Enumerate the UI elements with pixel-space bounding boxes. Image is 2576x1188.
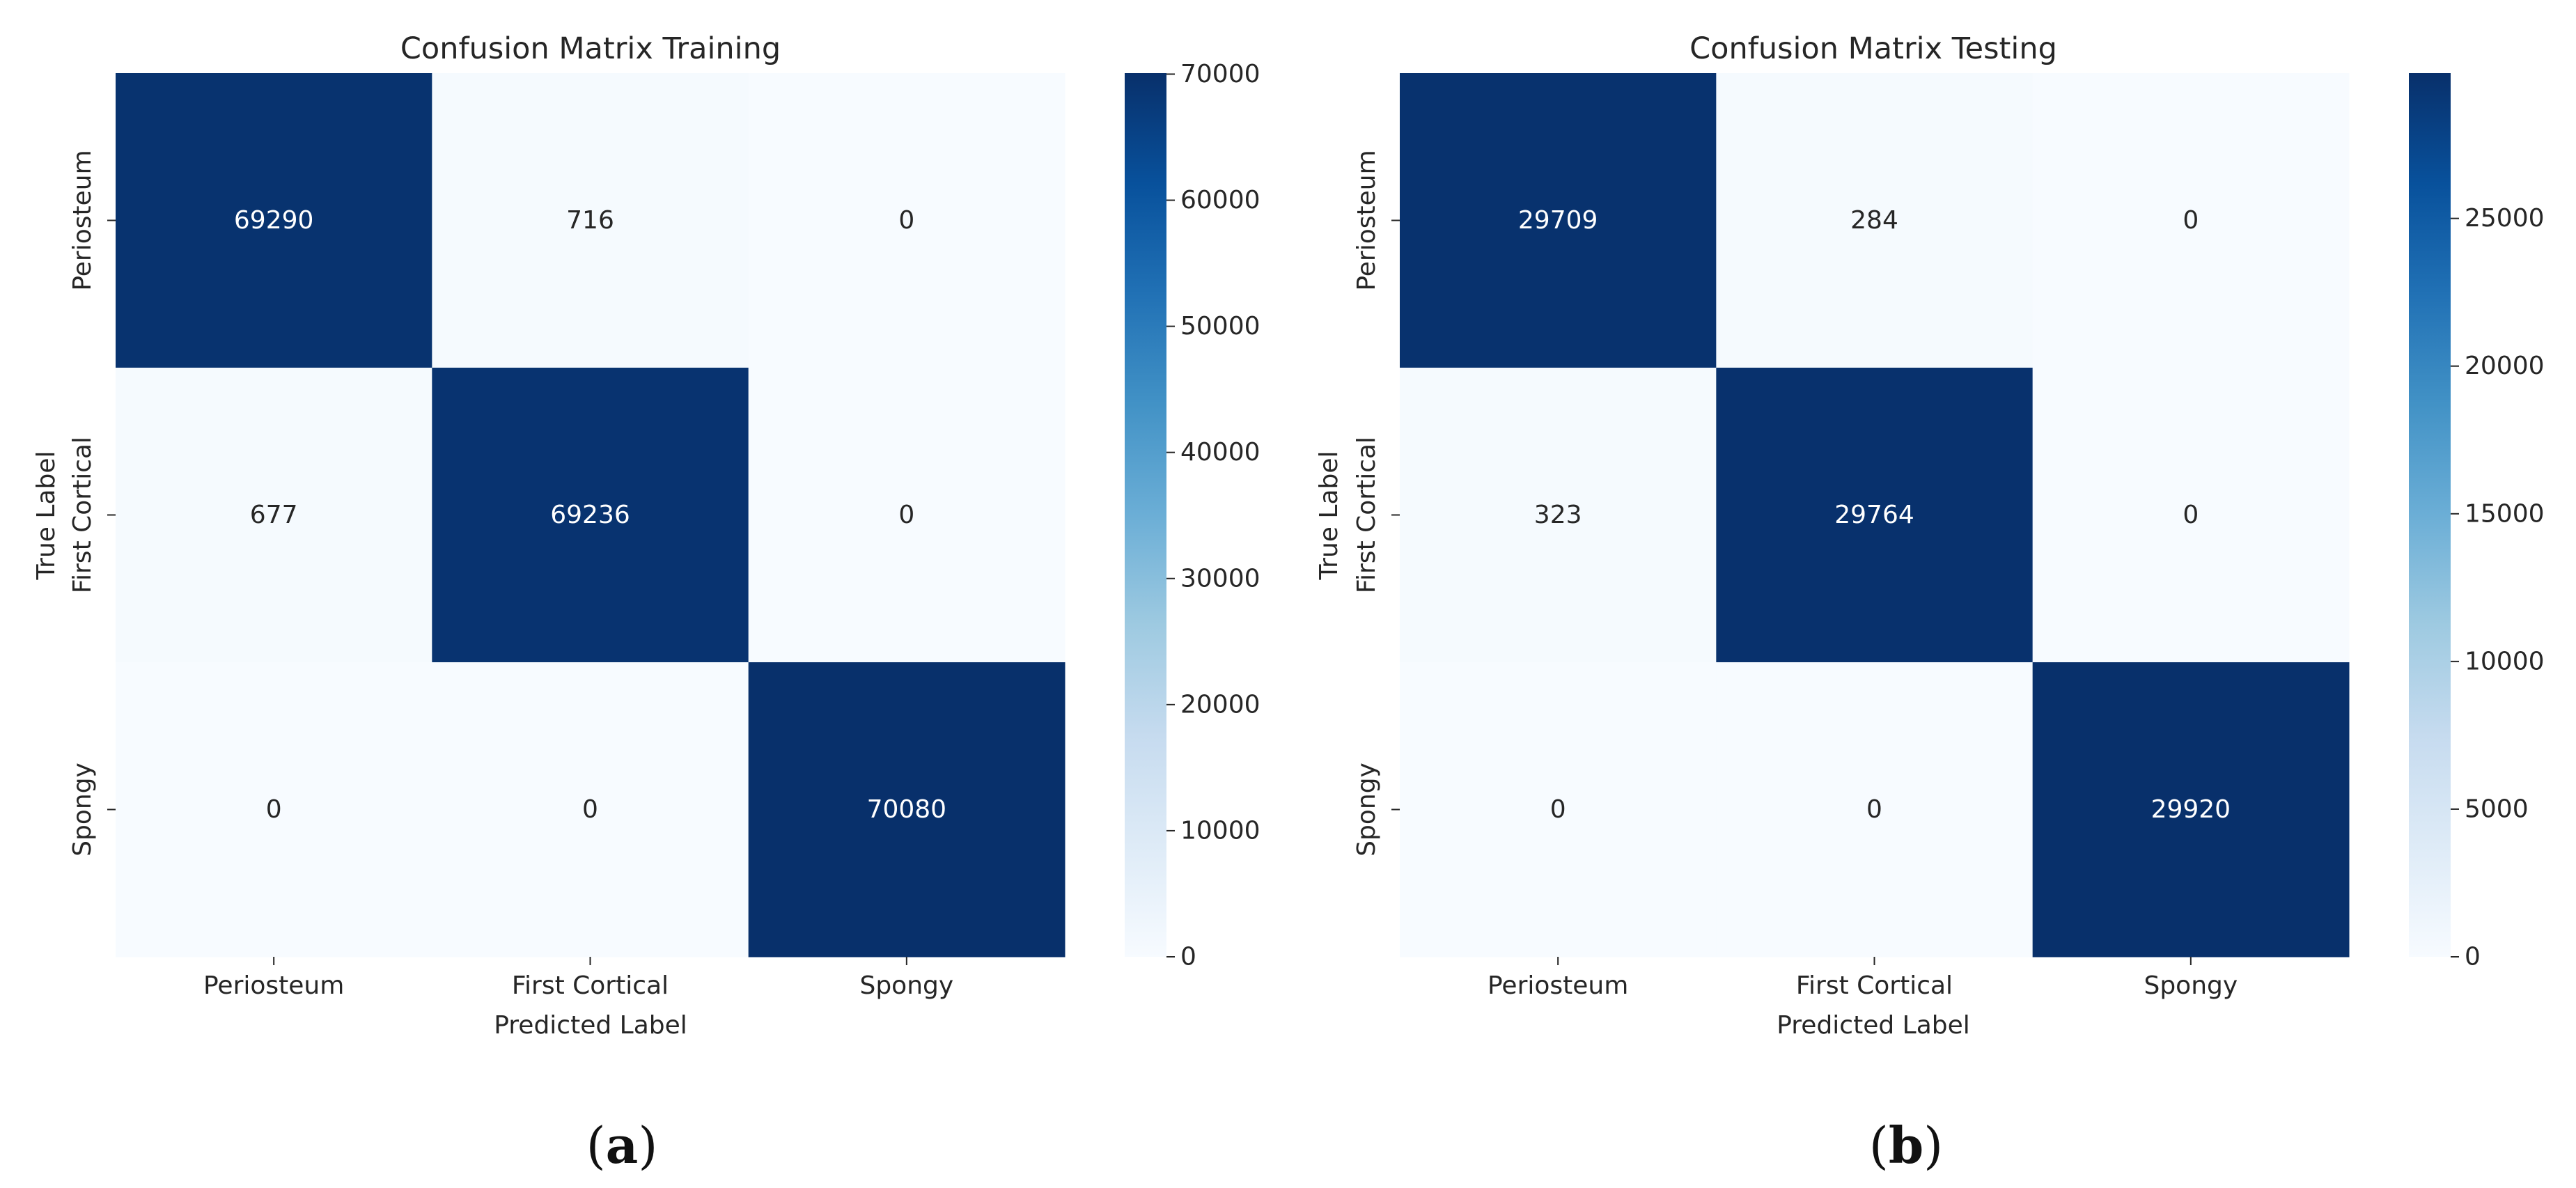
colorbar-tick-label: 40000 [1180,438,1260,467]
heatmap-cell [1400,662,1717,958]
caption-close-paren: ) [1923,1116,1943,1175]
colorbar-tick-label: 5000 [2465,795,2529,823]
cell-value-label: 0 [898,501,914,529]
caption-letter: a [606,1116,639,1175]
cell-value-label: 29920 [2151,795,2231,824]
colorbar-tick-label: 10000 [2465,647,2545,675]
heatmap-cell [748,73,1065,368]
cell-value-label: 284 [1850,206,1898,235]
heatmap-cell [116,73,432,368]
heatmap-cell [1716,368,2034,663]
x-tick-label: First Cortical [1796,971,1953,1000]
caption-letter: b [1889,1116,1923,1175]
colorbar-tick-label: 10000 [1180,816,1260,845]
heatmap-cell [432,662,749,958]
heatmap-cell [432,368,749,663]
y-tick-label: Spongy [68,763,97,857]
cell-value-label: 716 [566,206,614,235]
colorbar: 0 10000 20000 30000 40000 50000 60000 70000 [1125,60,1260,971]
colorbar-tick-label: 25000 [2465,204,2545,233]
cell-value-label: 0 [266,795,282,824]
cell-value-label: 69236 [550,501,630,529]
cell-value-label: 0 [582,795,598,824]
x-tick-label: First Cortical [512,971,669,1000]
colorbar-tick-label: 15000 [2465,499,2545,528]
y-tick-label: First Cortical [68,437,97,593]
cell-value-label: 0 [2183,206,2199,235]
caption-open-paren: ( [586,1116,606,1175]
caption-close-paren: ) [638,1116,657,1175]
cell-value-label: 0 [2183,501,2199,529]
heatmap-cell [1400,368,1717,663]
y-tick-label: First Cortical [1352,437,1381,593]
heatmap-cell [748,662,1065,958]
cell-value-label: 29764 [1834,501,1914,529]
cell-value-label: 677 [250,501,298,529]
heatmap-cell [2032,368,2350,663]
x-tick-label: Periosteum [203,971,344,1000]
x-axis-label: Predicted Label [494,1011,687,1040]
heatmap-cell [116,368,432,663]
panel-caption: (a) [586,1116,658,1175]
cell-value-label: 69290 [234,206,314,235]
y-tick-label: Periosteum [68,150,97,290]
heatmap-cell [1716,662,2034,958]
y-axis-label: True Label [1315,451,1343,580]
colorbar-tick-label: 30000 [1180,564,1260,593]
colorbar-tick-label: 0 [2465,943,2481,971]
x-tick-label: Spongy [859,971,953,1000]
y-axis-label: True Label [32,451,61,580]
x-tick-label: Periosteum [1488,971,1628,1000]
colorbar-tick-label: 70000 [1180,60,1260,88]
heatmap-cells: 29709 284 0 323 29764 0 0 0 29920 Periosteum First… [1352,73,2350,1000]
colorbar-gradient [1125,73,1166,957]
heatmap-cell [2032,73,2350,368]
cell-value-label: 0 [1550,795,1566,824]
heatmap-cell [748,368,1065,663]
cell-value-label: 0 [898,206,914,235]
colorbar-tick-label: 50000 [1180,312,1260,341]
colorbar-tick-label: 60000 [1180,186,1260,214]
caption-open-paren: ( [1869,1116,1889,1175]
heatmap-cell [1400,73,1717,368]
colorbar: 0 5000 10000 15000 20000 25000 [2409,73,2545,971]
heatmap-cell [1716,73,2034,368]
chart-title: Confusion Matrix Testing [1689,31,2057,66]
cell-value-label: 29709 [1518,206,1598,235]
colorbar-tick-label: 20000 [1180,690,1260,719]
colorbar-tick-label: 20000 [2465,352,2545,380]
colorbar-gradient [2409,73,2451,957]
panel-caption: (b) [1869,1116,1944,1175]
chart-title: Confusion Matrix Training [400,31,781,66]
colorbar-tick-label: 0 [1180,943,1196,971]
cell-value-label: 70080 [867,795,947,824]
cell-value-label: 0 [1866,795,1882,824]
heatmap-cell [116,662,432,958]
x-axis-label: Predicted Label [1777,1011,1970,1040]
y-tick-label: Periosteum [1352,150,1381,290]
cell-value-label: 323 [1534,501,1582,529]
y-tick-label: Spongy [1352,763,1381,857]
heatmap-cell [432,73,749,368]
x-tick-label: Spongy [2144,971,2238,1000]
heatmap-cell [2032,662,2350,958]
heatmap-cells: 69290 716 0 677 69236 0 0 0 70080 Periosteum First… [68,73,1065,1000]
